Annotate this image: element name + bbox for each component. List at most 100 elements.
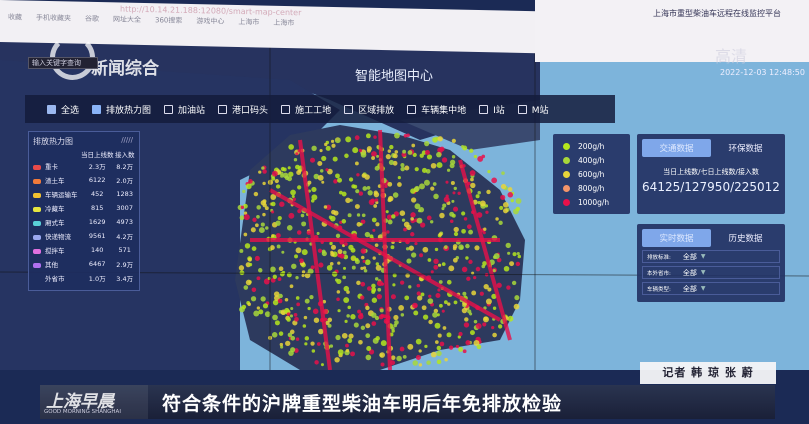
checkbox-icon[interactable] <box>47 104 56 114</box>
bookmark-item[interactable]: 游戏中心 <box>196 17 225 26</box>
tab-1[interactable]: 历史数据 <box>728 234 763 244</box>
heat-point <box>292 197 296 202</box>
heat-point <box>376 280 383 287</box>
chevron-down-icon[interactable]: ▼ <box>700 285 706 292</box>
search-input[interactable]: 输入关键字查询 <box>28 57 98 69</box>
access-count: 4973 <box>116 218 133 226</box>
layer-checkbox-8[interactable]: M站 <box>517 103 549 116</box>
checkbox-icon[interactable] <box>479 104 489 114</box>
online-count: 452 <box>90 190 104 198</box>
heat-point <box>482 322 487 327</box>
heat-point <box>516 251 520 256</box>
bookmark-item[interactable]: 上海市 <box>273 18 295 28</box>
table-row[interactable]: 冷藏车 815 3007 <box>33 201 135 215</box>
heat-point <box>264 206 269 211</box>
heat-point <box>428 319 433 325</box>
heat-point <box>360 219 366 225</box>
layer-checkbox-5[interactable]: 区域排放 <box>344 103 394 116</box>
heat-point <box>471 290 477 296</box>
heat-point <box>350 255 357 262</box>
table-row[interactable]: 车辆运输车 452 1283 <box>33 187 135 201</box>
heat-point <box>482 316 489 323</box>
table-row[interactable]: 厢式车 1629 4973 <box>33 215 135 229</box>
heat-point <box>333 210 339 216</box>
filter-dropdown[interactable]: 车辆类型: 全部 ▼ <box>642 282 780 295</box>
heat-point <box>322 299 327 304</box>
heat-point <box>371 289 376 294</box>
heat-point <box>261 166 265 170</box>
vehicle-name: 车辆运输车 <box>45 191 78 199</box>
chevron-down-icon[interactable]: ▼ <box>700 253 706 260</box>
heat-point <box>256 306 260 310</box>
table-row[interactable]: 其他 6467 2.9万 <box>33 257 135 271</box>
heat-point <box>448 265 455 272</box>
bookmark-item[interactable]: 收藏 <box>8 13 22 22</box>
layer-checkbox-6[interactable]: 车辆集中地 <box>407 103 466 116</box>
heat-point <box>491 293 497 300</box>
heat-point <box>487 169 491 174</box>
heat-point <box>288 212 295 219</box>
heat-point <box>371 151 377 157</box>
heat-point <box>263 278 270 285</box>
heat-point <box>394 150 399 154</box>
tab-0[interactable]: 交通数据 <box>642 139 711 157</box>
checkbox-icon[interactable] <box>517 104 527 114</box>
checkbox-icon[interactable] <box>218 104 228 114</box>
heat-point <box>452 257 458 263</box>
emission-legend: 200g/h 400g/h 600g/h 800g/h 1000g/h <box>553 134 630 214</box>
tab-0[interactable]: 实时数据 <box>642 229 711 247</box>
checkbox-icon[interactable] <box>407 104 417 114</box>
heat-point <box>507 192 514 198</box>
platform-title: 上海市重型柴油车远程在线监控平台 <box>653 9 781 18</box>
panel-handle[interactable]: ///// <box>121 136 133 144</box>
heat-point <box>239 215 245 221</box>
filter-dropdown[interactable]: 本外省市: 全部 ▼ <box>642 266 780 279</box>
layer-checkbox-2[interactable]: 加油站 <box>164 103 205 116</box>
checkbox-icon[interactable] <box>344 104 354 114</box>
table-row[interactable]: 渣土车 6122 2.0万 <box>33 173 135 187</box>
layer-checkbox-0[interactable]: 全选 <box>47 103 79 116</box>
heat-point <box>262 181 266 186</box>
vehicle-name: 渣土车 <box>45 177 65 185</box>
heat-point <box>420 222 426 228</box>
chevron-down-icon[interactable]: ▼ <box>700 269 706 276</box>
heat-point <box>399 346 405 352</box>
layer-checkbox-3[interactable]: 港口码头 <box>218 103 268 116</box>
heat-point <box>507 315 514 322</box>
heat-point <box>330 244 337 250</box>
heat-point <box>362 266 367 270</box>
heat-point <box>501 171 505 175</box>
layer-label: 全选 <box>61 105 80 116</box>
heat-point <box>301 270 306 274</box>
table-row[interactable]: 搅拌车 140 571 <box>33 243 135 257</box>
heat-point <box>343 285 350 292</box>
checkbox-icon[interactable] <box>164 104 174 114</box>
heat-point <box>397 182 402 187</box>
table-row[interactable]: 快递物流 9561 4.2万 <box>33 229 135 243</box>
bookmark-item[interactable]: 上海市 <box>238 17 260 27</box>
bookmark-item[interactable]: 手机收藏夹 <box>36 13 71 23</box>
layer-checkbox-1[interactable]: 排放热力图 <box>92 103 151 116</box>
heat-point <box>500 183 507 190</box>
bookmark-item[interactable]: 谷歌 <box>85 14 99 24</box>
tab-1[interactable]: 环保数据 <box>728 144 763 154</box>
layer-checkbox-7[interactable]: I站 <box>479 103 505 116</box>
heat-point <box>294 254 299 259</box>
heat-point <box>400 280 405 285</box>
heat-point <box>316 231 320 235</box>
bookmark-item[interactable]: 360搜索 <box>155 16 183 25</box>
legend-dot-icon <box>563 184 570 192</box>
table-row[interactable]: 外省市 1.0万 3.4万 <box>33 271 135 285</box>
vehicle-type: 其他 <box>33 257 80 271</box>
heat-point <box>461 228 466 234</box>
checkbox-icon[interactable] <box>92 104 102 114</box>
bookmark-item[interactable]: 网址大全 <box>113 15 141 24</box>
heat-point <box>358 339 363 345</box>
layer-checkbox-4[interactable]: 施工工地 <box>281 103 331 116</box>
checkbox-icon[interactable] <box>281 104 291 114</box>
filter-dropdown[interactable]: 排放标准: 全部 ▼ <box>642 250 780 263</box>
table-row[interactable]: 重卡 2.3万 8.2万 <box>33 159 135 173</box>
heat-point <box>385 153 391 160</box>
heat-point <box>289 284 294 289</box>
heat-point <box>371 283 376 289</box>
